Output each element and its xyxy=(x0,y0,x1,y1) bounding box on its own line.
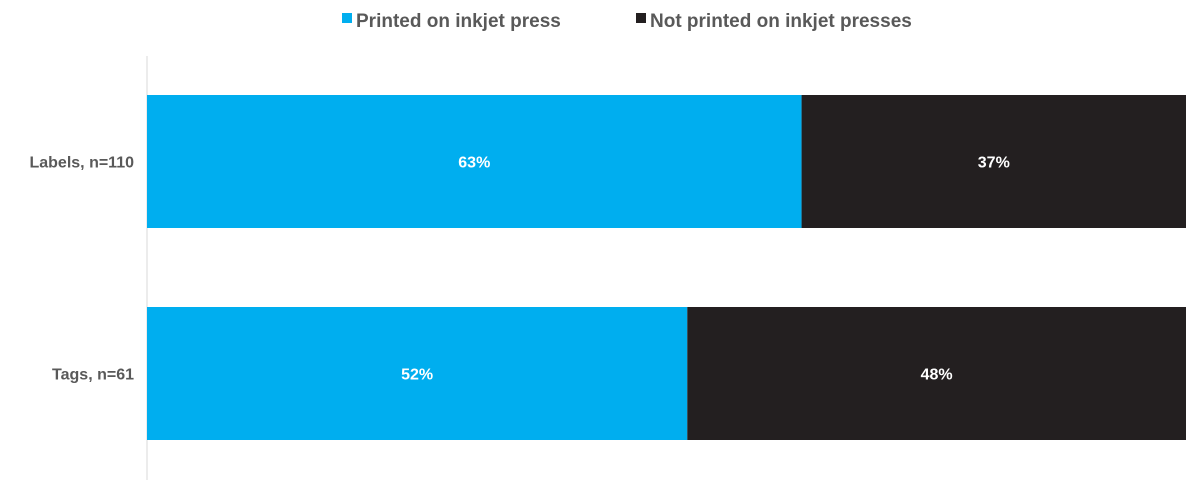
category-label-labels-n-110: Labels, n=110 xyxy=(29,155,134,172)
bars xyxy=(147,95,1186,440)
legend: Printed on inkjet press Not printed on in… xyxy=(342,11,912,32)
data-labels: 63% 37% 52% 48% xyxy=(401,155,1010,384)
legend-label-not-printed-on-inkjet-presses: Not printed on inkjet presses xyxy=(650,11,912,32)
bar-tags-n-61-printed-on-inkjet-press xyxy=(147,307,688,440)
bar-tags-n-61-not-printed-on-inkjet-presses xyxy=(687,307,1186,440)
bar-labels-n-110-printed-on-inkjet-press xyxy=(147,95,802,228)
legend-swatch-not-printed-on-inkjet-presses xyxy=(636,13,646,23)
data-label-tags-n-61-printed-on-inkjet-press: 52% xyxy=(401,367,433,384)
data-label-tags-n-61-not-printed-on-inkjet-presses: 48% xyxy=(921,367,953,384)
category-labels: Labels, n=110 Tags, n=61 xyxy=(29,155,134,384)
category-label-tags-n-61: Tags, n=61 xyxy=(52,367,134,384)
legend-label-printed-on-inkjet-press: Printed on inkjet press xyxy=(356,11,561,32)
data-label-labels-n-110-printed-on-inkjet-press: 63% xyxy=(458,155,490,172)
legend-swatch-printed-on-inkjet-press xyxy=(342,13,352,23)
bar-labels-n-110-not-printed-on-inkjet-presses xyxy=(801,95,1186,228)
data-label-labels-n-110-not-printed-on-inkjet-presses: 37% xyxy=(978,155,1010,172)
